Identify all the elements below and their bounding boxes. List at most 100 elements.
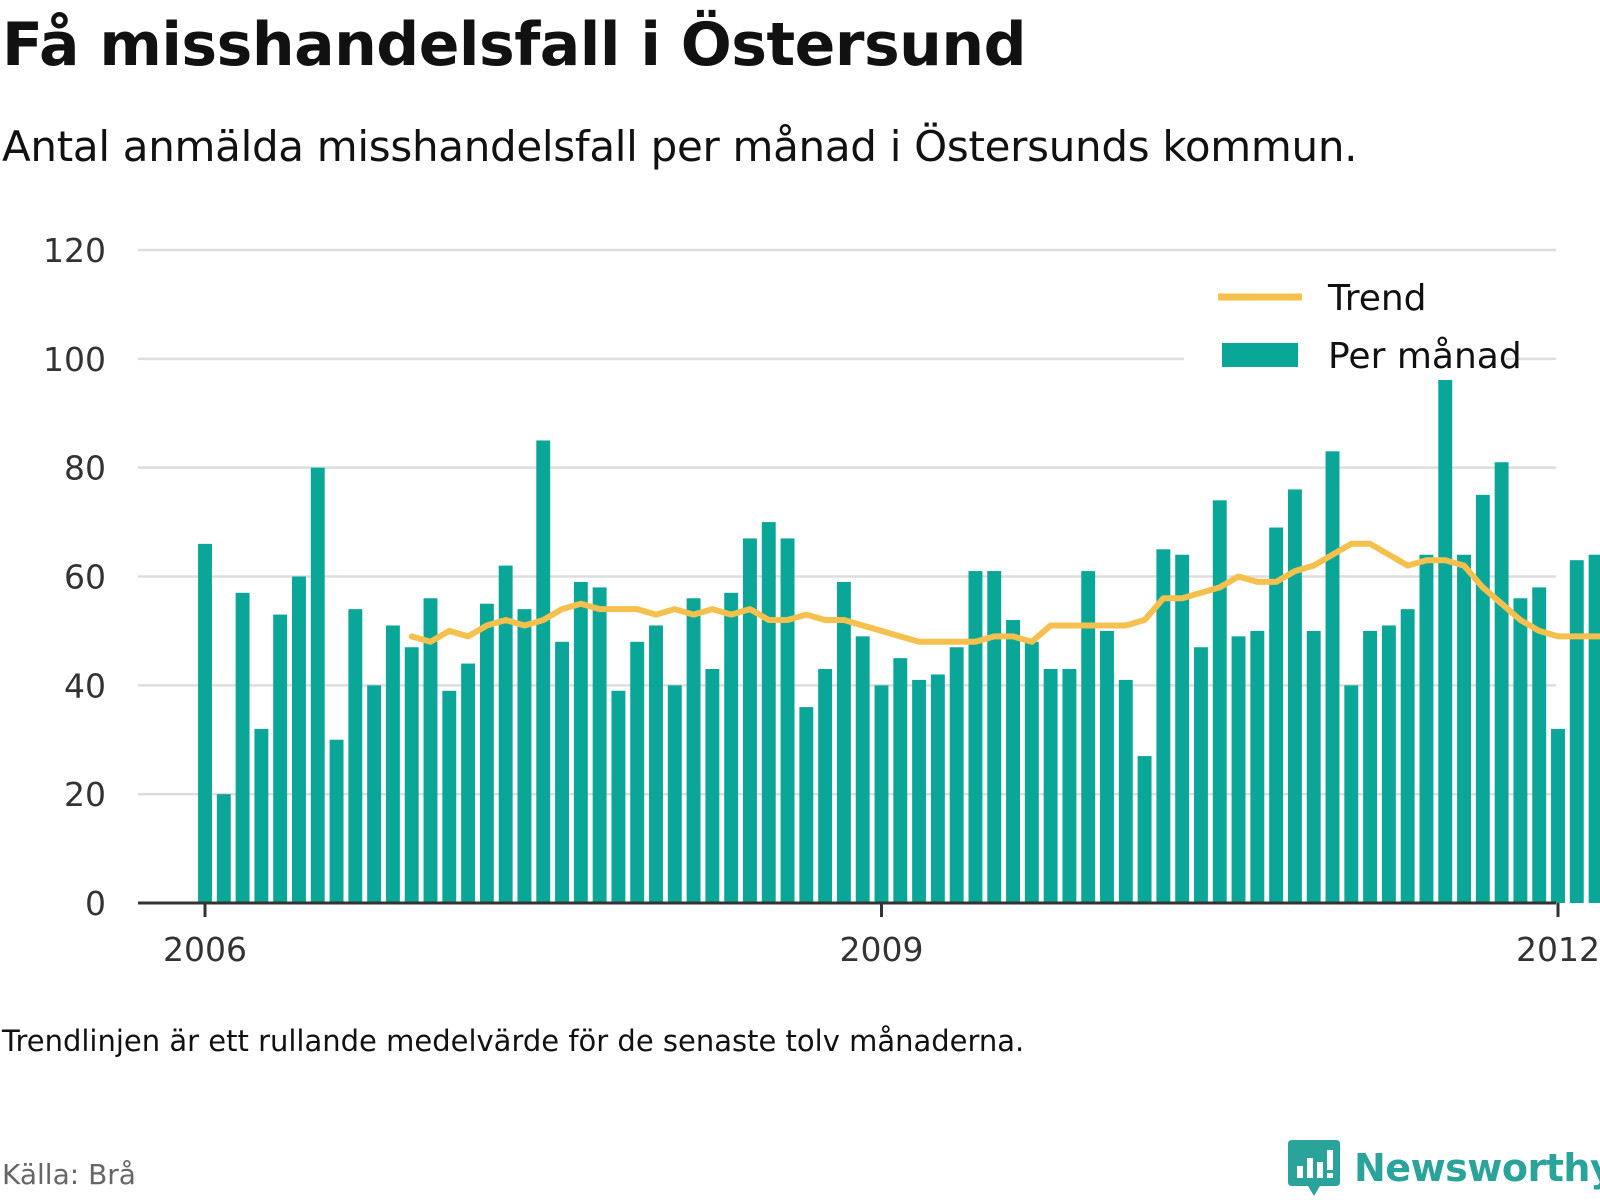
bar — [724, 592, 739, 903]
legend-trend-label: Trend — [1327, 278, 1427, 319]
bar — [893, 658, 908, 903]
bar — [836, 581, 851, 903]
chart-note: Trendlinjen är ett rullande medelvärde f… — [2, 1024, 1025, 1058]
legend: Trend Per månad — [1184, 270, 1522, 380]
legend-bars-swatch — [1222, 343, 1298, 367]
y-tick-label: 0 — [85, 884, 106, 923]
bar — [743, 538, 757, 903]
x-tick-label: 2009 — [840, 930, 924, 969]
bar — [1231, 636, 1246, 903]
bar — [310, 467, 325, 903]
bar — [705, 669, 720, 903]
bar — [1588, 554, 1600, 903]
bar — [235, 592, 250, 903]
bar-chart: 0204060801001202006200920122015201820212… — [43, 231, 1600, 969]
bar — [1269, 527, 1284, 903]
bar — [573, 581, 588, 903]
trend-series — [408, 540, 1600, 645]
bar — [216, 794, 231, 903]
bar — [254, 728, 269, 903]
y-tick-label: 80 — [64, 449, 106, 488]
y-tick-label: 20 — [64, 775, 106, 814]
brand-name: Newsworthy — [1354, 1146, 1600, 1190]
bar — [912, 679, 927, 903]
bar — [761, 522, 776, 903]
bar — [1494, 462, 1509, 903]
bar — [1381, 625, 1396, 903]
bar — [1400, 609, 1415, 903]
bar — [874, 685, 889, 903]
bar — [1043, 669, 1058, 903]
x-tick-label: 2006 — [163, 930, 247, 969]
x-tick-label: 2012 — [1516, 930, 1600, 969]
y-tick-label: 40 — [64, 666, 106, 705]
bar — [649, 625, 663, 903]
bar — [1363, 630, 1378, 903]
bar — [1419, 554, 1434, 903]
bar — [855, 636, 870, 903]
bar — [780, 538, 795, 903]
bar — [423, 598, 438, 903]
bar — [1532, 587, 1547, 903]
bar — [1118, 679, 1133, 903]
bar — [949, 647, 964, 903]
bar — [987, 571, 1002, 903]
bar — [1175, 554, 1190, 903]
bar — [1250, 630, 1265, 903]
bar — [385, 625, 400, 903]
bar — [667, 685, 682, 903]
bar — [1100, 630, 1114, 903]
bar — [1457, 554, 1471, 903]
bar — [1194, 647, 1208, 903]
chart-subtitle: Antal anmälda misshandelsfall per månad … — [2, 122, 1358, 171]
newsworthy-icon — [1288, 1140, 1340, 1196]
bar — [1062, 669, 1077, 903]
newsworthy-logo: Newsworthy — [1288, 1140, 1600, 1196]
bar — [1438, 326, 1453, 903]
bar — [1006, 620, 1020, 903]
bar — [930, 674, 945, 903]
bar — [461, 663, 476, 903]
bar — [1325, 451, 1340, 903]
bar — [1137, 756, 1152, 903]
bar — [1344, 685, 1359, 903]
bar — [198, 543, 212, 903]
bar — [498, 565, 513, 903]
bar — [1287, 489, 1302, 903]
bar — [292, 576, 306, 903]
bar — [1081, 571, 1096, 903]
chart-title: Få misshandelsfall i Östersund — [2, 10, 1027, 80]
bar — [1024, 641, 1039, 903]
bars — [198, 326, 1600, 903]
bar — [1569, 560, 1584, 903]
bar — [799, 707, 814, 903]
y-tick-label: 120 — [43, 231, 106, 270]
bar — [1513, 598, 1528, 903]
bar — [1475, 494, 1490, 903]
bar — [273, 614, 288, 903]
bar — [348, 609, 363, 903]
bar — [818, 669, 833, 903]
source-label: Källa: Brå — [2, 1158, 136, 1191]
bar — [479, 603, 494, 903]
legend-bars-label: Per månad — [1328, 336, 1522, 377]
bar — [686, 598, 701, 903]
bar — [404, 647, 419, 903]
bar — [611, 690, 626, 903]
trend-line — [408, 540, 1600, 645]
bar — [1306, 630, 1321, 903]
bar — [329, 739, 344, 903]
bar — [555, 641, 569, 903]
y-tick-label: 60 — [64, 558, 106, 597]
bar — [630, 641, 645, 903]
bar — [442, 690, 457, 903]
bar — [968, 571, 983, 903]
y-tick-label: 100 — [43, 340, 106, 379]
axes: 0204060801001202006200920122015201820212… — [43, 231, 1600, 969]
bar — [517, 609, 532, 903]
bar — [367, 685, 382, 903]
bar — [1212, 500, 1227, 903]
bar — [592, 587, 607, 903]
bar — [536, 440, 551, 903]
bar — [1551, 728, 1565, 903]
